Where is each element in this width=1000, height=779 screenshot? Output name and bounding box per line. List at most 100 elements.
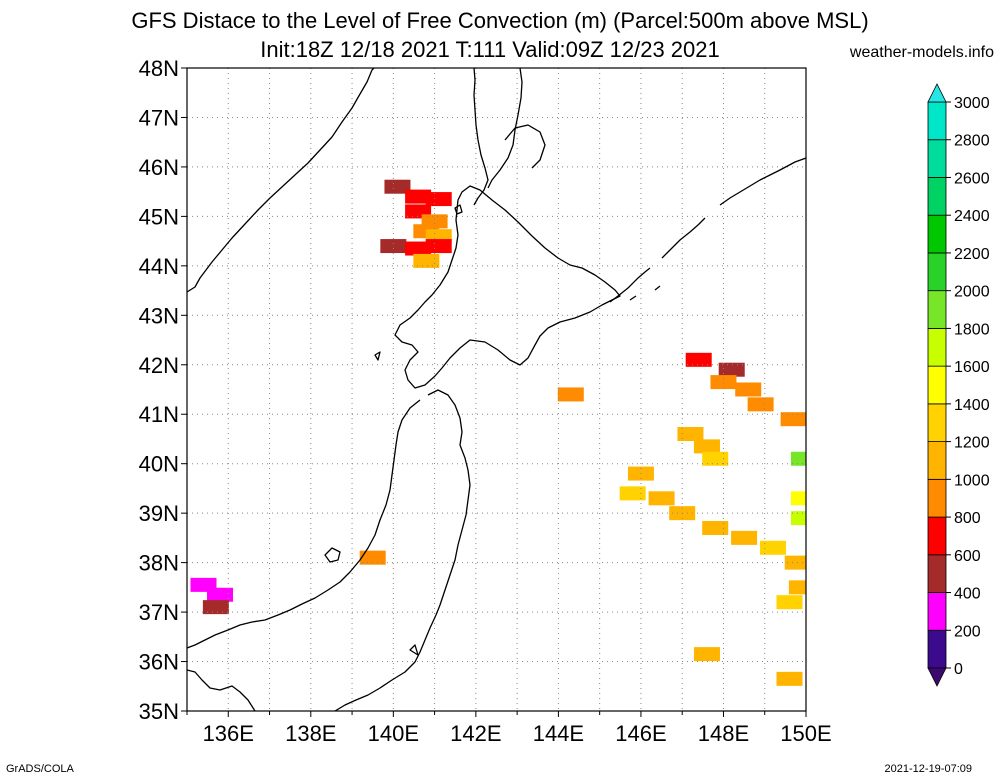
colorbar-label: 2200 (954, 246, 990, 263)
field-cell (759, 540, 786, 555)
lon-tick-label: 148E (698, 721, 749, 746)
colorbar-segment (927, 592, 947, 631)
colorbar-segment (927, 214, 947, 254)
longitude-labels: 136E 138E 140E 142E 144E 146E 148E 150E (186, 711, 832, 746)
field-cell (425, 192, 452, 207)
field-cell (780, 412, 806, 427)
colorbar-under-arrow (927, 667, 947, 687)
lat-tick-label: 42N (139, 353, 179, 378)
coast-sakhalin (473, 68, 489, 206)
colorbar-label: 1000 (954, 472, 990, 489)
field-cell (776, 595, 803, 610)
field-cell (693, 439, 720, 454)
colorbar-segment (927, 177, 947, 216)
colorbar-label: 200 (954, 623, 981, 640)
field-cell (718, 362, 745, 377)
lon-tick-label: 136E (203, 721, 254, 746)
field-cell (202, 600, 229, 615)
lat-tick-label: 41N (139, 402, 179, 427)
field-cell (557, 387, 584, 402)
field-cell (710, 375, 737, 390)
lat-tick-label: 47N (139, 105, 179, 130)
coast-sakhalin-east (487, 68, 523, 189)
coast-korea-east (187, 669, 256, 711)
field-cell (405, 241, 432, 256)
lat-tick-label: 38N (139, 551, 179, 576)
colorbar-label: 1200 (954, 435, 990, 452)
colorbar-segment (927, 554, 947, 593)
field-cell (702, 451, 729, 466)
plot-frame (186, 67, 807, 712)
coast-honshu-south (334, 614, 437, 711)
field-cell (359, 550, 386, 565)
gridlines (187, 68, 806, 711)
source-label: weather-models.info (849, 44, 994, 61)
latitude-labels: 35N 36N 37N 38N 39N 40N 41N 42N 43N 44N 45N 46N 47N 4… (139, 56, 187, 724)
field-cell (747, 397, 774, 412)
field-cell (405, 189, 432, 204)
colorbar-label: 400 (954, 586, 981, 603)
colorbar-label: 2800 (954, 133, 990, 150)
colorbar-label: 2600 (954, 170, 990, 187)
map-subtitle: Init:18Z 12/18 2021 T:111 Valid:09Z 12/2… (260, 37, 720, 62)
lon-tick-label: 144E (533, 721, 584, 746)
map-title: GFS Distace to the Level of Free Convect… (131, 8, 869, 33)
colorbar-segment (927, 101, 947, 141)
colorbar-segment (927, 290, 947, 329)
lon-tick-label: 150E (780, 721, 831, 746)
field-cell (790, 451, 806, 466)
coast-small-islands (374, 351, 419, 656)
field-cell (685, 352, 712, 367)
colorbar-segment (927, 327, 947, 367)
lat-tick-label: 35N (139, 699, 179, 724)
lat-tick-label: 43N (139, 303, 179, 328)
field-cell (784, 555, 806, 570)
colorbar-segment (927, 516, 947, 556)
field-cell (788, 580, 806, 595)
colorbar-segment (927, 403, 947, 443)
lat-tick-label: 36N (139, 650, 179, 675)
colorbar-label: 1800 (954, 321, 990, 338)
colorbar: 0 200 400 600 800 1000 1200 1400 1600 1800 2000 220… (927, 83, 990, 687)
colorbar-label: 0 (954, 661, 963, 678)
field-cell (702, 520, 729, 535)
field-cell (731, 530, 758, 545)
colorbar-segment (927, 365, 947, 405)
coast-urup (719, 157, 806, 206)
field-cell (380, 239, 407, 254)
field-cell (776, 671, 803, 686)
lat-tick-label: 40N (139, 452, 179, 477)
colorbar-segment (927, 478, 947, 518)
lat-tick-label: 39N (139, 501, 179, 526)
colorbar-label: 1600 (954, 359, 990, 376)
colorbar-segment (927, 629, 947, 669)
colorbar-label: 2000 (954, 284, 990, 301)
field-cell (677, 427, 704, 442)
field-cell (648, 491, 675, 506)
lat-tick-label: 37N (139, 600, 179, 625)
field-cell (413, 253, 440, 268)
coast-rebun (454, 204, 463, 215)
lat-tick-label: 44N (139, 254, 179, 279)
coast-kuril-small (629, 285, 661, 301)
colorbar-segment (927, 441, 947, 480)
field-cell (619, 486, 646, 501)
colorbar-over-arrow (927, 83, 947, 103)
colorbar-label: 3000 (954, 95, 990, 112)
coast-iturup (661, 217, 706, 259)
field-cell (735, 382, 762, 397)
field-cell (384, 179, 411, 194)
coastlines (187, 68, 806, 711)
coast-mainland-asia (187, 68, 375, 293)
coast-honshu-north (427, 389, 471, 616)
colorbar-label: 2400 (954, 208, 990, 225)
lat-tick-label: 45N (139, 204, 179, 229)
coast-honshu-west (187, 399, 421, 649)
colorbar-label: 800 (954, 510, 981, 527)
colorbar-label: 600 (954, 548, 981, 565)
field-cell (190, 577, 217, 592)
field-cell (425, 239, 452, 254)
footer-timestamp: 2021-12-19-07:09 (884, 763, 972, 775)
lat-tick-label: 46N (139, 155, 179, 180)
